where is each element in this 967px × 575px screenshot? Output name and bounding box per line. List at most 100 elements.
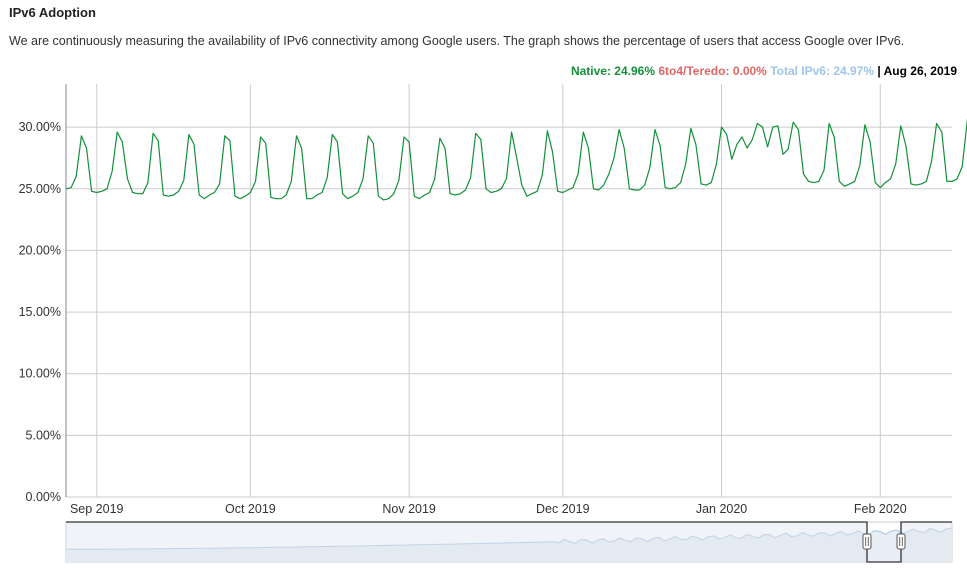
data-point [85,147,88,150]
y-tick-label: 30.00% [19,120,61,134]
data-point [781,153,784,156]
legend-native-value: 24.96% [614,64,655,78]
x-tick-label: Oct 2019 [225,502,276,516]
data-point [233,195,236,198]
data-point [925,180,928,183]
data-point [848,182,851,185]
data-point [674,186,677,189]
data-point [643,184,646,187]
y-tick-label: 25.00% [19,182,61,196]
legend-date: Aug 26, 2019 [883,64,957,78]
data-point [264,142,267,145]
x-tick-label: Dec 2019 [536,502,590,516]
data-point [766,145,769,148]
handle-grip-icon[interactable] [896,533,906,550]
chart-legend: Native: 24.96% 6to4/Teredo: 0.00% Total … [571,64,957,78]
data-point [428,191,431,194]
data-point [305,197,308,200]
data-point [495,190,498,193]
range-window-frame[interactable] [66,521,952,563]
data-point [75,175,78,178]
data-point [638,188,641,191]
data-point [730,158,733,161]
data-point [198,193,201,196]
legend-separator: | [877,64,881,78]
data-point [771,126,774,129]
data-point [950,180,953,183]
data-point [464,188,467,191]
data-point [413,195,416,198]
range-right-handle[interactable] [896,533,906,550]
data-point [372,142,375,145]
x-tick-label: Nov 2019 [382,502,436,516]
data-point [95,191,98,194]
data-point [361,177,364,180]
data-point [843,185,846,188]
data-point [720,126,723,129]
y-tick-label: 5.00% [26,428,61,442]
data-point [377,195,380,198]
data-point [239,197,242,200]
data-point [648,166,651,169]
data-point [80,134,83,137]
data-point [920,182,923,185]
data-point [684,163,687,166]
data-point [336,140,339,143]
data-point [177,190,180,193]
data-point [909,182,912,185]
data-point [157,139,160,142]
data-point [761,126,764,129]
grid-layer [66,84,952,498]
handle-grip-icon[interactable] [862,533,872,550]
data-point [356,191,359,194]
y-tick-label: 10.00% [19,367,61,381]
data-point [152,132,155,135]
data-point [751,138,754,141]
data-point [735,143,738,146]
data-point [515,156,518,159]
data-point [454,193,457,196]
data-point [525,195,528,198]
data-point [874,181,877,184]
data-point [162,193,165,196]
data-point [571,186,574,189]
data-point [602,184,605,187]
data-point [269,196,272,199]
data-point [111,170,114,173]
data-point [397,179,400,182]
x-tick-label: Sep 2019 [70,502,124,516]
data-point [607,172,610,175]
page-title: IPv6 Adoption [9,5,96,20]
data-point [449,192,452,195]
data-point [346,197,349,200]
data-point [310,197,313,200]
data-point [879,186,882,189]
data-point [822,169,825,172]
data-point [408,140,411,143]
data-point [290,180,293,183]
range-selector[interactable] [65,521,953,563]
range-left-handle[interactable] [862,533,872,550]
data-point [228,139,231,142]
data-point [566,188,569,191]
data-point [597,188,600,191]
series-line-native [65,119,967,201]
data-point [869,140,872,143]
data-point [331,133,334,136]
data-point [321,191,324,194]
data-point [812,181,815,184]
data-point [689,127,692,130]
data-point [285,193,288,196]
data-point [326,176,329,179]
data-point [884,181,887,184]
data-point [633,188,636,191]
data-point [213,191,216,194]
data-point [776,124,779,127]
data-point [582,131,585,134]
data-point [628,187,631,190]
data-point [530,192,533,195]
data-point [577,172,580,175]
data-point [126,177,129,180]
data-point [802,172,805,175]
